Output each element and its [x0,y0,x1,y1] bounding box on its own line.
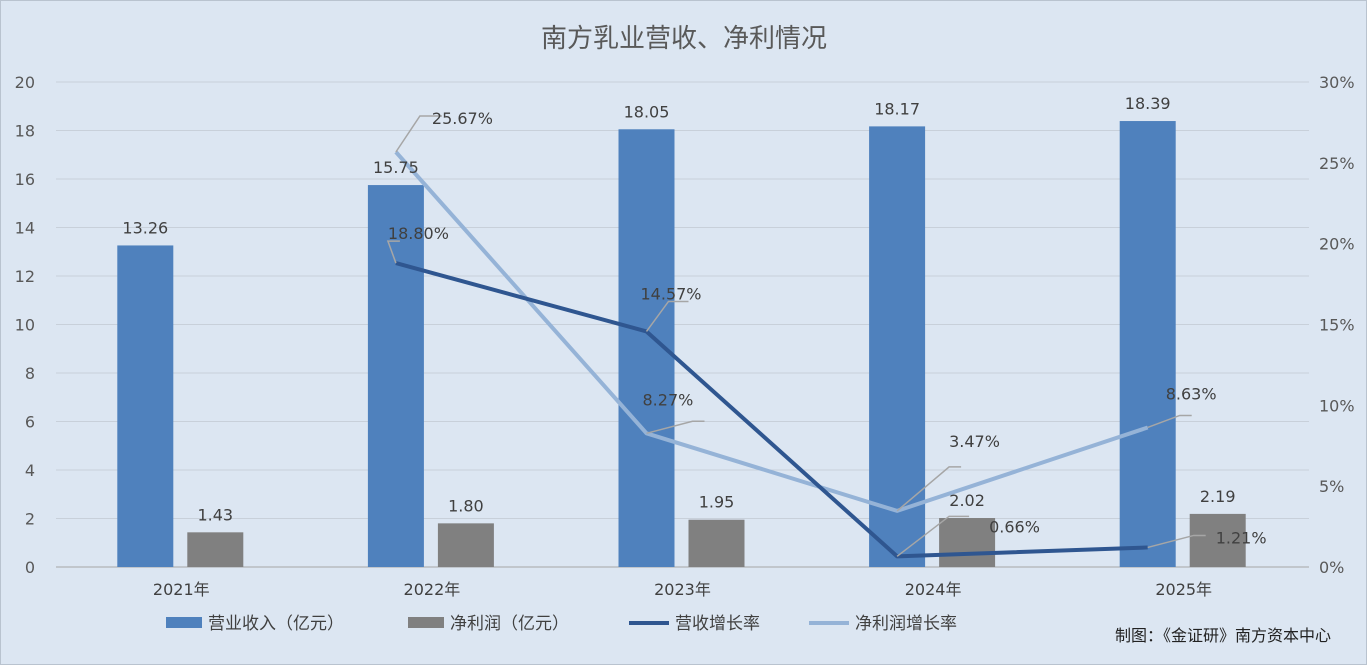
right-tick-label: 10% [1319,396,1355,415]
net-profit-growth-label: 8.27% [643,390,694,409]
revenue-bar-label: 18.39 [1125,94,1171,113]
net-profit-bar-label: 2.19 [1200,487,1236,506]
category-label: 2022年 [404,580,461,599]
leader-line [1147,534,1206,549]
revenue-bar-label: 15.75 [373,158,419,177]
bar-series [117,121,1246,567]
revenue-bar-label: 13.26 [122,218,168,237]
net-profit-growth-label: 8.63% [1166,384,1217,403]
revenue-growth-line [395,261,1148,559]
leader-line [645,300,689,332]
right-tick-label: 5% [1319,477,1344,496]
legend-label: 净利润（亿元） [450,614,569,634]
net-profit-growth-line [394,150,1149,513]
leader-line [395,115,442,153]
revenue-growth-label: 14.57% [641,284,702,303]
category-label: 2024年 [905,580,962,599]
category-label: 2025年 [1155,580,1212,599]
line-series [394,150,1149,559]
legend-swatch [408,617,444,628]
net-profit-bar-label: 1.43 [197,505,233,524]
net-profit-bar [187,532,244,567]
revenue-bar [117,245,174,567]
revenue-bar [1119,121,1176,567]
leader-line [1147,414,1192,429]
revenue-bar-label: 18.17 [874,99,920,118]
chart-credit: 制图：《金证研》南方资本中心 [1115,626,1331,645]
net-profit-growth-label: 25.67% [432,109,493,128]
revenue-growth-label: 1.21% [1216,528,1267,547]
legend-label: 营业收入（亿元） [208,614,344,634]
leader-line [896,515,970,557]
right-tick-label: 25% [1319,154,1355,173]
left-tick-label: 8 [25,364,35,383]
category-label: 2023年 [654,580,711,599]
leader-line [646,420,705,435]
left-tick-label: 18 [15,122,35,141]
leader-line [386,240,400,264]
net-profit-bar-label: 1.95 [699,493,735,512]
left-tick-label: 0 [25,558,35,577]
legend: 营业收入（亿元） 净利润（亿元） 营收增长率 净利润增长率 [166,614,957,634]
net-profit-bar [437,523,494,567]
right-tick-label: 15% [1319,316,1355,335]
right-axis: 0% 5% 10% 15% 20% 25% 30% [1319,73,1355,577]
net-profit-bar [939,518,996,567]
legend-swatch [166,617,202,628]
left-tick-label: 2 [25,510,35,529]
net-profit-bar-label: 1.80 [448,496,484,515]
revenue-bar [869,126,926,567]
net-profit-bar-label: 2.02 [949,491,985,510]
gridlines [56,81,1309,568]
left-axis: 0 2 4 6 8 10 12 14 16 18 20 [15,73,35,577]
revenue-growth-label: 0.66% [989,517,1040,536]
chart-title: 南方乳业营收、净利情况 [541,24,827,54]
revenue-bar-label: 18.05 [624,102,670,121]
revenue-bar [367,185,424,567]
net-profit-growth-label: 3.47% [949,432,1000,451]
left-tick-label: 4 [25,461,35,480]
left-tick-label: 16 [15,170,35,189]
right-tick-label: 20% [1319,235,1355,254]
left-tick-label: 20 [15,73,35,92]
net-profit-bar [1189,513,1246,567]
legend-label: 净利润增长率 [855,614,957,634]
right-tick-label: 30% [1319,73,1355,92]
left-tick-label: 12 [15,267,35,286]
legend-label: 营收增长率 [675,614,760,634]
left-tick-label: 14 [15,219,35,238]
category-axis: 2021年 2022年 2023年 2024年 2025年 [153,580,1212,599]
left-tick-label: 10 [15,316,35,335]
revenue-growth-label: 18.80% [388,224,449,243]
left-tick-label: 6 [25,413,35,432]
net-profit-bar [688,519,745,567]
data-labels: 13.26 15.75 18.05 18.17 18.39 1.43 1.80 1.95 2.0… [122,94,1267,557]
leader-line [896,466,962,512]
category-label: 2021年 [153,580,210,599]
right-tick-label: 0% [1319,558,1344,577]
